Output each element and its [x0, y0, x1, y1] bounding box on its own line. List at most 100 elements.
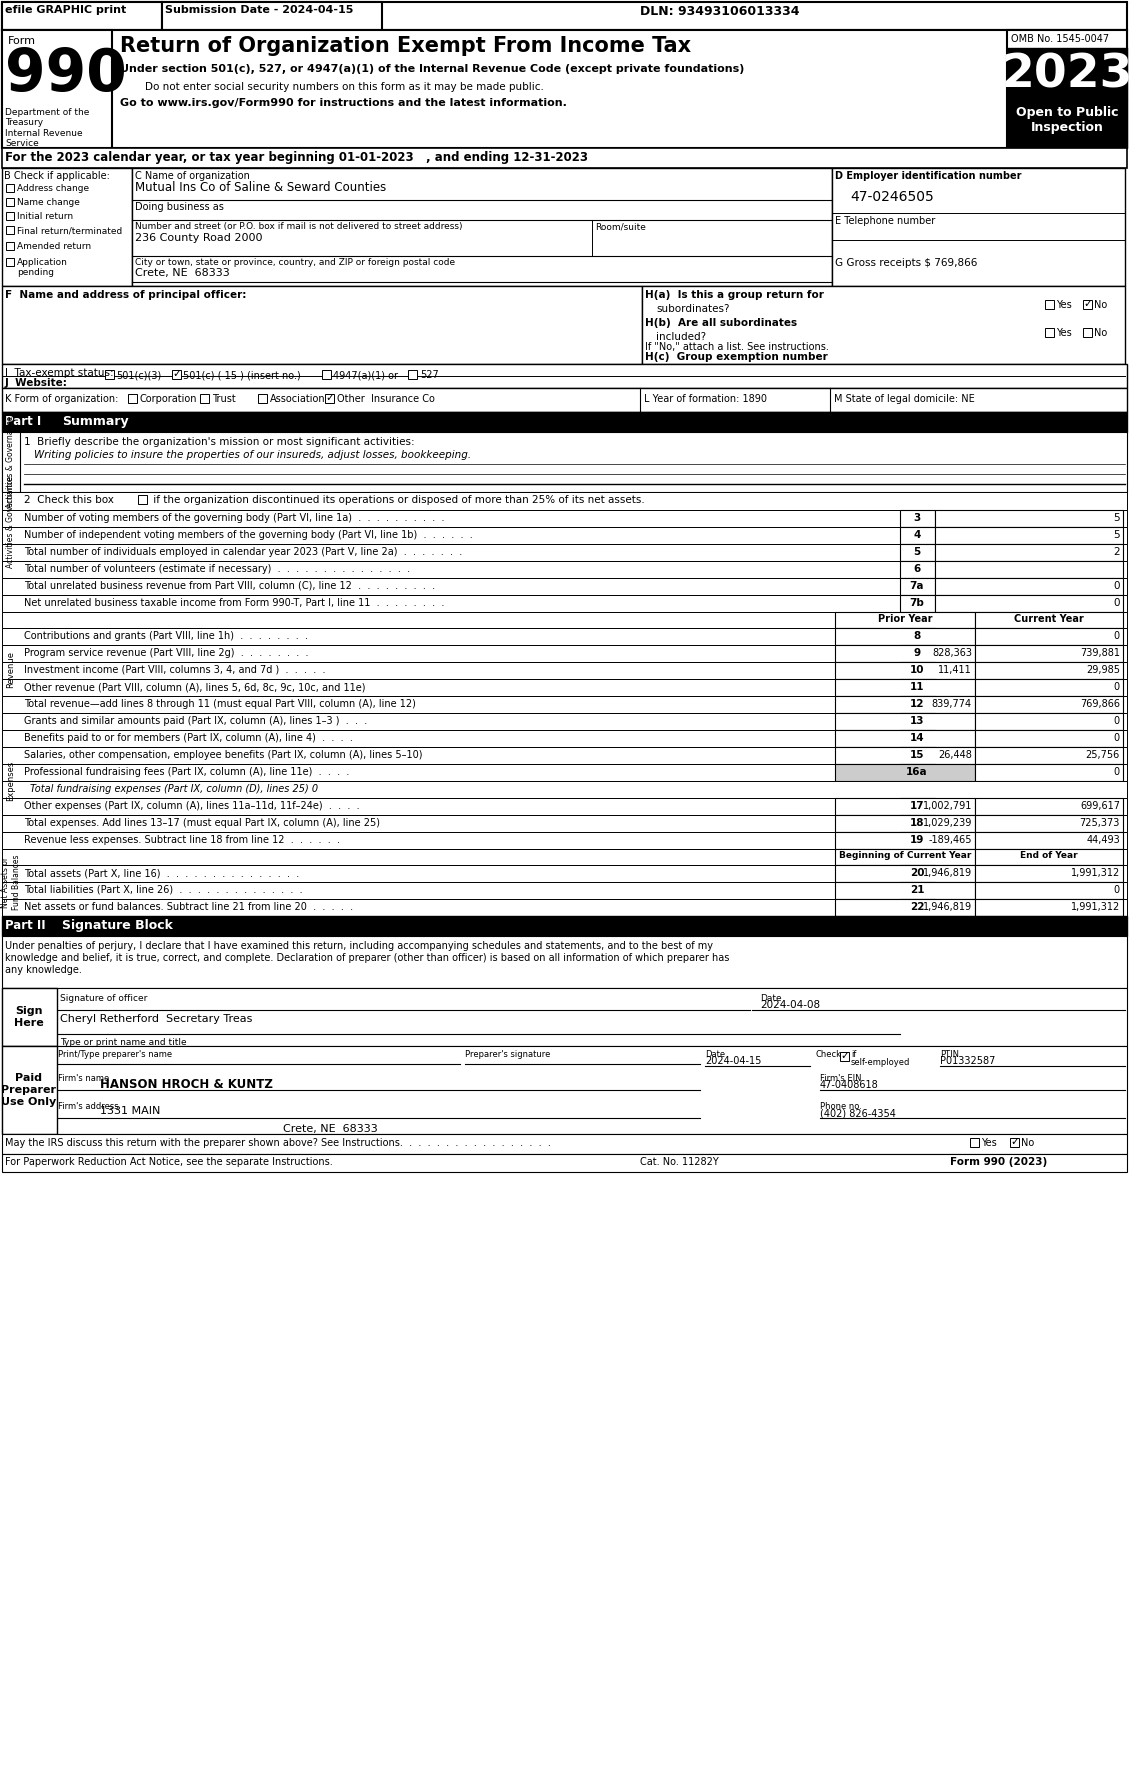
Text: Other revenue (Part VIII, column (A), lines 5, 6d, 8c, 9c, 10c, and 11e): Other revenue (Part VIII, column (A), li… — [24, 682, 366, 692]
Bar — [2, 1045, 56, 1134]
Text: Number of independent voting members of the governing body (Part VI, line 1b)  .: Number of independent voting members of … — [24, 530, 473, 540]
Text: Yes: Yes — [981, 1137, 997, 1148]
Text: 17: 17 — [910, 802, 925, 811]
Bar — [2, 696, 1127, 713]
Bar — [2, 781, 1127, 798]
Text: 47-0246505: 47-0246505 — [850, 191, 934, 205]
Text: -189,465: -189,465 — [928, 835, 972, 844]
Text: ✓: ✓ — [1010, 1137, 1019, 1148]
Text: 769,866: 769,866 — [1080, 699, 1120, 708]
Bar — [935, 562, 1123, 577]
Bar — [835, 662, 975, 678]
Text: Net unrelated business taxable income from Form 990-T, Part I, line 11  .  .  . : Net unrelated business taxable income fr… — [24, 599, 445, 608]
Text: Signature of officer: Signature of officer — [60, 994, 148, 1003]
Bar — [2, 544, 1127, 562]
Text: 16a: 16a — [907, 766, 928, 777]
Text: 7a: 7a — [910, 581, 925, 592]
Bar — [835, 798, 975, 814]
Bar — [900, 865, 935, 881]
Text: 4947(a)(1) or: 4947(a)(1) or — [333, 371, 399, 380]
Bar — [1007, 30, 1127, 148]
Bar — [2, 168, 132, 286]
Text: 0: 0 — [1113, 599, 1120, 608]
Text: Expenses: Expenses — [7, 761, 16, 802]
Text: Beginning of Current Year: Beginning of Current Year — [839, 851, 971, 860]
Text: Salaries, other compensation, employee benefits (Part IX, column (A), lines 5–10: Salaries, other compensation, employee b… — [24, 751, 422, 759]
Bar — [835, 713, 975, 729]
Bar — [2, 747, 1127, 765]
Text: Net assets or fund balances. Subtract line 21 from line 20  .  .  .  .  .: Net assets or fund balances. Subtract li… — [24, 902, 353, 911]
Text: 2024-04-08: 2024-04-08 — [760, 1000, 820, 1010]
Bar — [2, 433, 20, 493]
Text: C Name of organization: C Name of organization — [135, 171, 250, 180]
Text: Investment income (Part VIII, columns 3, 4, and 7d )  .  .  .  .  .: Investment income (Part VIII, columns 3,… — [24, 666, 325, 675]
Bar — [2, 613, 1127, 629]
Bar — [835, 629, 975, 645]
Bar — [2, 577, 1127, 595]
Text: Trust: Trust — [212, 394, 236, 404]
Text: H(b)  Are all subordinates: H(b) Are all subordinates — [645, 318, 797, 328]
Bar — [900, 510, 935, 526]
Text: Firm's name: Firm's name — [58, 1074, 110, 1083]
Text: E Telephone number: E Telephone number — [835, 215, 935, 226]
Text: OMB No. 1545-0047: OMB No. 1545-0047 — [1010, 34, 1109, 44]
Text: (402) 826-4354: (402) 826-4354 — [820, 1107, 896, 1118]
Bar — [975, 729, 1123, 747]
Text: Name change: Name change — [17, 198, 80, 207]
Bar — [835, 849, 975, 865]
Bar — [161, 2, 382, 30]
Bar — [128, 394, 137, 403]
Text: No: No — [1094, 328, 1108, 337]
Bar — [900, 747, 935, 765]
Text: 11,411: 11,411 — [938, 666, 972, 675]
Bar — [2, 30, 112, 148]
Bar — [6, 242, 14, 251]
Text: Yes: Yes — [1056, 300, 1071, 311]
Text: Professional fundraising fees (Part IX, column (A), line 11e)  .  .  .  .: Professional fundraising fees (Part IX, … — [24, 766, 349, 777]
Text: For Paperwork Reduction Act Notice, see the separate Instructions.: For Paperwork Reduction Act Notice, see … — [5, 1157, 333, 1167]
Text: 20: 20 — [910, 869, 925, 878]
Bar — [835, 729, 975, 747]
Text: Form 990 (2023): Form 990 (2023) — [949, 1157, 1048, 1167]
Text: Application
pending: Application pending — [17, 258, 68, 277]
Bar — [900, 544, 935, 562]
Text: D Employer identification number: D Employer identification number — [835, 171, 1022, 180]
Text: No: No — [1094, 300, 1108, 311]
Text: 0: 0 — [1114, 733, 1120, 743]
Bar — [935, 526, 1123, 544]
Bar — [975, 814, 1123, 832]
Text: 3: 3 — [913, 512, 920, 523]
Text: City or town, state or province, country, and ZIP or foreign postal code: City or town, state or province, country… — [135, 258, 455, 267]
Bar — [2, 865, 1127, 881]
Text: Yes: Yes — [1056, 328, 1071, 337]
Bar — [840, 1053, 849, 1061]
Bar — [2, 389, 1127, 411]
Text: May the IRS discuss this return with the preparer shown above? See Instructions.: May the IRS discuss this return with the… — [5, 1137, 551, 1148]
Text: 1,946,819: 1,946,819 — [922, 902, 972, 911]
Text: ✓: ✓ — [1083, 300, 1092, 309]
Bar — [132, 168, 832, 286]
Text: Preparer's signature: Preparer's signature — [465, 1051, 550, 1060]
Text: Room/suite: Room/suite — [595, 223, 646, 231]
Bar — [322, 371, 331, 380]
Bar — [900, 645, 935, 662]
Text: Open to Public
Inspection: Open to Public Inspection — [1016, 106, 1118, 134]
Text: Do not enter social security numbers on this form as it may be made public.: Do not enter social security numbers on … — [145, 81, 544, 92]
Text: ✓: ✓ — [325, 394, 334, 403]
Bar — [900, 595, 935, 613]
Bar — [2, 595, 1127, 613]
Bar — [138, 494, 147, 503]
Text: Date: Date — [760, 994, 781, 1003]
Bar — [642, 286, 1124, 364]
Bar — [835, 865, 975, 881]
Bar — [2, 2, 1127, 30]
Text: Total number of individuals employed in calendar year 2023 (Part V, line 2a)  . : Total number of individuals employed in … — [24, 547, 462, 556]
Text: Association: Association — [270, 394, 325, 404]
Text: 10: 10 — [910, 666, 925, 675]
Text: Program service revenue (Part VIII, line 2g)  .  .  .  .  .  .  .  .: Program service revenue (Part VIII, line… — [24, 648, 308, 659]
Text: Total assets (Part X, line 16)  .  .  .  .  .  .  .  .  .  .  .  .  .  .  .: Total assets (Part X, line 16) . . . . .… — [24, 869, 299, 878]
Text: Grants and similar amounts paid (Part IX, column (A), lines 1–3 )  .  .  .: Grants and similar amounts paid (Part IX… — [24, 715, 367, 726]
Text: 0: 0 — [1114, 630, 1120, 641]
Text: 7b: 7b — [910, 599, 925, 608]
Bar — [1007, 99, 1127, 148]
